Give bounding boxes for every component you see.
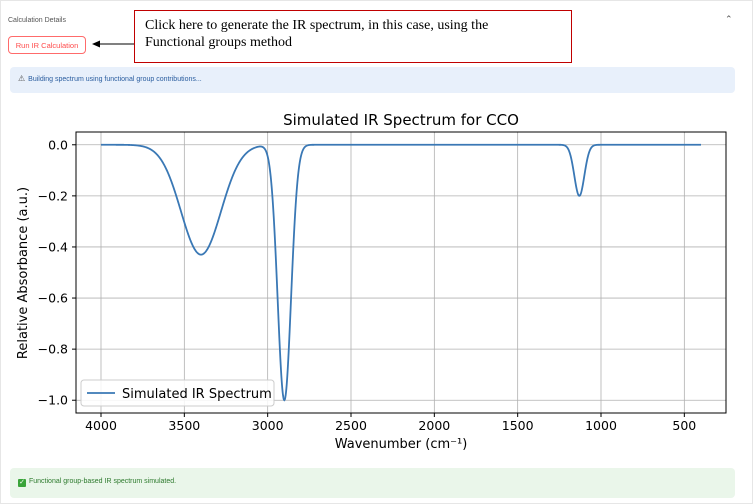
x-tick-label: 3000 (252, 418, 284, 433)
y-tick-label: −0.6 (38, 291, 68, 306)
annotation-line-1: Click here to generate the IR spectrum, … (145, 18, 489, 33)
check-box-icon: ✓ (18, 479, 26, 487)
x-tick-label: 4000 (85, 418, 117, 433)
run-ir-calculation-button[interactable]: Run IR Calculation (8, 36, 86, 54)
y-tick-label: −0.4 (38, 239, 68, 254)
y-axis-label: Relative Absorbance (a.u.) (16, 187, 31, 359)
legend: Simulated IR Spectrum (80, 379, 275, 407)
x-tick-label: 2000 (418, 418, 450, 433)
series-line-simulated-ir-spectrum (101, 143, 701, 402)
x-axis-label: Wavenumber (cm⁻¹) (335, 437, 468, 452)
chevron-up-icon[interactable]: ⌃ (725, 14, 733, 24)
y-tick-label: −0.8 (38, 342, 68, 357)
plot-area (75, 131, 727, 414)
ir-spectrum-chart: Simulated IR Spectrum for CCO 4000 3500 30… (16, 111, 727, 452)
success-alert-text: Functional group-based IR spectrum simul… (29, 478, 177, 485)
x-tick-label: 1500 (502, 418, 534, 433)
y-tick-label: −1.0 (38, 393, 68, 408)
annotation-line-2: Functional groups method (145, 35, 292, 50)
legend-box (80, 379, 275, 407)
info-alert: ⚠ Building spectrum using functional grou… (10, 67, 735, 93)
y-tick-label: 0.0 (48, 137, 68, 152)
legend-label: Simulated IR Spectrum (122, 387, 272, 402)
y-tick-label: −0.2 (38, 188, 68, 203)
x-tick-label: 3500 (168, 418, 200, 433)
x-tick-label: 500 (672, 418, 696, 433)
success-alert: ✓ Functional group-based IR spectrum simu… (10, 468, 735, 498)
annotation-callout: Click here to generate the IR spectrum, … (134, 10, 572, 63)
x-tick-label: 2500 (335, 418, 367, 433)
warning-triangle-icon: ⚠ (18, 74, 26, 83)
chart-title: Simulated IR Spectrum for CCO (283, 111, 519, 129)
x-tick-label: 1000 (585, 418, 617, 433)
section-title: Calculation Details (8, 17, 66, 24)
info-alert-text: Building spectrum using functional group… (28, 76, 202, 83)
